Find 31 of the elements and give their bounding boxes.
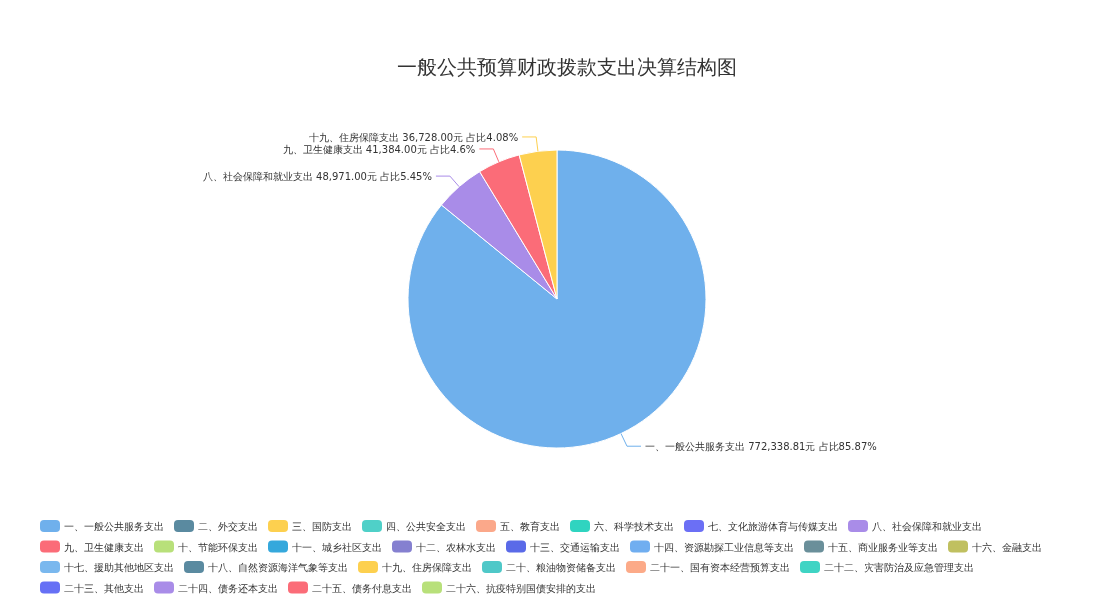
legend-label: 十八、自然资源海洋气象等支出 [208,562,348,573]
legend-label: 五、教育支出 [500,521,560,532]
legend-label: 九、卫生健康支出 [64,541,144,553]
category-label: 十九、住房保障支出 36,728.00元 占比4.08% [309,131,519,143]
legend-label: 十二、农林水支出 [416,541,496,553]
legend-label: 二十五、债务付息支出 [312,582,412,594]
legend-label: 二十二、灾害防治及应急管理支出 [824,562,974,573]
legend-label: 二十、粮油物资储备支出 [506,562,616,573]
legend-label: 十六、金融支出 [972,541,1042,553]
chart-title: 一般公共预算财政拨款支出决算结构图 [397,55,737,79]
legend-label: 十四、资源勘探工业信息等支出 [654,541,794,553]
legend-label: 十、节能环保支出 [178,541,258,553]
legend-label: 十九、住房保障支出 [382,562,472,573]
legend-label: 二十一、国有资本经营预算支出 [650,562,790,573]
legend-label: 二十三、其他支出 [64,582,144,594]
legend-label: 八、社会保障和就业支出 [872,521,982,532]
legend-label: 三、国防支出 [292,521,352,532]
legend-label: 十三、交通运输支出 [530,541,620,553]
legend-label: 二十四、债务还本支出 [178,582,278,594]
legend-label: 一、一般公共服务支出 [64,521,164,532]
legend-label: 十五、商业服务业等支出 [828,541,938,553]
legend-label: 二、外交支出 [198,521,258,532]
legend-label: 六、科学技术支出 [594,521,674,532]
category-label: 九、卫生健康支出 41,384.00元 占比4.6% [282,143,476,155]
legend-label: 四、公共安全支出 [386,521,466,532]
legend-label: 十一、城乡社区支出 [292,541,382,553]
category-label: 八、社会保障和就业支出 48,971.00元 占比5.45% [202,171,432,183]
legend-label: 二十六、抗疫特别国债安排的支出 [446,582,596,594]
legend-label: 七、文化旅游体育与传媒支出 [708,521,838,532]
legend-label: 十七、援助其他地区支出 [64,562,174,573]
category-label: 一、一般公共服务支出 772,338.81元 占比85.87% [645,441,877,453]
